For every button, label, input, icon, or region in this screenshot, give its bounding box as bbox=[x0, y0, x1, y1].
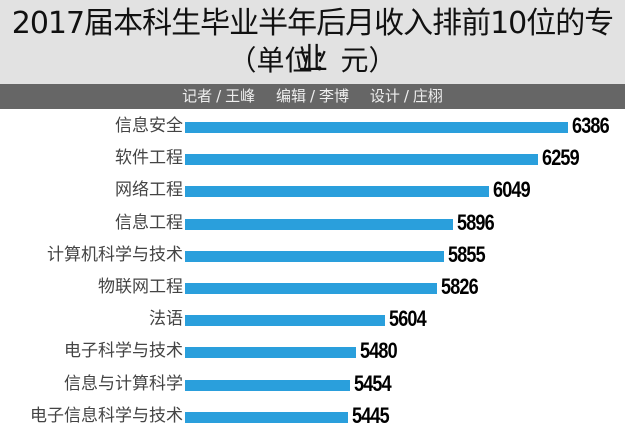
bar bbox=[185, 379, 350, 391]
value-label: 6259 bbox=[542, 145, 580, 171]
bar-row: 计算机科学与技术 5855 bbox=[0, 241, 635, 271]
value-label: 5445 bbox=[352, 402, 390, 428]
value-label: 5896 bbox=[457, 209, 495, 235]
category-label: 法语 bbox=[149, 309, 183, 330]
value-label: 5480 bbox=[360, 338, 398, 364]
bar-row: 物联网工程 5826 bbox=[0, 273, 635, 303]
credit-role: 记者 bbox=[182, 87, 213, 105]
value-label: 6049 bbox=[493, 177, 531, 203]
category-label: 信息与计算科学 bbox=[64, 373, 183, 394]
category-label: 物联网工程 bbox=[98, 277, 183, 297]
category-label: 电子信息科学与技术 bbox=[30, 405, 183, 426]
bar bbox=[185, 283, 437, 294]
bar bbox=[185, 347, 356, 359]
credit-reporter: 记者 / 王峰 bbox=[182, 87, 256, 105]
chart-unit-subtitle: （单位：元） bbox=[228, 44, 397, 77]
bar-row: 电子科学与技术 5480 bbox=[0, 337, 635, 367]
value-label: 6386 bbox=[572, 113, 610, 138]
credit-name: 王峰 bbox=[225, 87, 256, 105]
category-label: 软件工程 bbox=[115, 148, 183, 169]
credit-designer: 设计 / 庄栩 bbox=[369, 87, 443, 105]
bar bbox=[185, 411, 348, 423]
bar bbox=[185, 154, 538, 166]
credit-name: 李博 bbox=[319, 87, 350, 105]
bar-row: 软件工程 6259 bbox=[0, 144, 635, 174]
value-label: 5855 bbox=[448, 241, 486, 267]
value-label: 5454 bbox=[354, 370, 392, 396]
bar-row: 网络工程 6049 bbox=[0, 176, 635, 206]
category-label: 信息安全 bbox=[115, 116, 183, 136]
credit-name: 庄栩 bbox=[412, 87, 443, 105]
category-label: 信息工程 bbox=[115, 212, 183, 233]
bar bbox=[185, 186, 489, 198]
bar-chart: 信息安全 6386 软件工程 6259 网络工程 6049 信息工程 5896 计算机科学与技术… bbox=[0, 112, 635, 442]
bar bbox=[185, 218, 453, 230]
chart-header: 2017届本科生毕业半年后月收入排前10位的专业 （单位：元） bbox=[0, 0, 625, 84]
value-label: 5826 bbox=[441, 274, 479, 299]
value-label: 5604 bbox=[389, 306, 427, 332]
category-label: 网络工程 bbox=[115, 180, 183, 201]
bar-row: 信息安全 6386 bbox=[0, 112, 635, 142]
credit-role: 设计 bbox=[369, 87, 400, 105]
bar-row: 电子信息科学与技术 5445 bbox=[0, 402, 635, 432]
chart-title: 2017届本科生毕业半年后月收入排前10位的专业 bbox=[11, 6, 615, 77]
category-label: 计算机科学与技术 bbox=[47, 244, 183, 265]
bar-row: 信息与计算科学 5454 bbox=[0, 370, 635, 400]
bar bbox=[185, 250, 444, 262]
credits-bar: 记者 / 王峰 编辑 / 李博 设计 / 庄栩 bbox=[0, 84, 625, 109]
category-label: 电子科学与技术 bbox=[64, 341, 183, 362]
bar bbox=[185, 315, 385, 327]
credit-editor: 编辑 / 李博 bbox=[275, 87, 350, 105]
bar-row: 信息工程 5896 bbox=[0, 209, 635, 239]
bar bbox=[185, 122, 568, 133]
credit-role: 编辑 bbox=[275, 87, 306, 105]
bar-row: 法语 5604 bbox=[0, 305, 635, 335]
